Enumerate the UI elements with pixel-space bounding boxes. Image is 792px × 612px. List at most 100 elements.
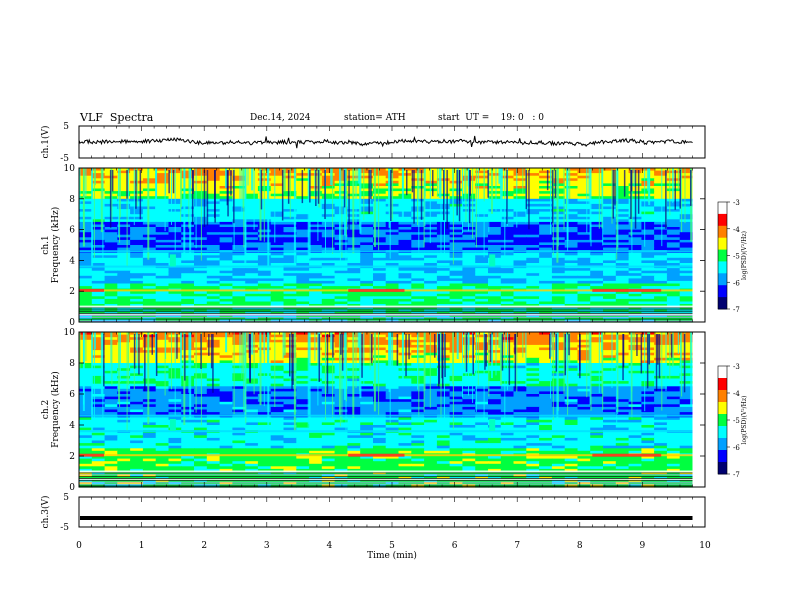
spectro-cell <box>104 396 118 400</box>
spectro-cell <box>462 383 476 387</box>
spectro-cell <box>181 342 195 346</box>
spectro-cell <box>321 273 336 277</box>
spectro-cell <box>334 178 348 182</box>
spectro-cell <box>334 383 348 387</box>
spectro-cell <box>117 203 131 208</box>
spectro-cell <box>398 260 412 264</box>
spectro-cell <box>615 196 630 200</box>
spectro-cell <box>449 425 463 429</box>
spectro-cell <box>194 375 208 380</box>
spectro-cell <box>436 344 451 349</box>
spectro-cell <box>91 419 106 423</box>
spectro-cell <box>436 229 451 233</box>
spectro-cell <box>436 221 451 226</box>
spectro-cell <box>462 221 476 226</box>
spectro-cell <box>666 247 681 251</box>
spectro-cell <box>373 247 387 251</box>
spectro-cell <box>551 309 566 313</box>
spectro-cell <box>142 178 157 182</box>
spectro-cell <box>321 412 336 416</box>
spectro-cell <box>398 301 412 305</box>
spectro-cell <box>321 252 336 256</box>
spectro-cell <box>641 255 655 259</box>
spectro-cell <box>449 214 463 218</box>
spectro-cell <box>526 245 540 249</box>
spectro-cell <box>309 245 323 249</box>
spectro-cell <box>411 255 425 259</box>
spectro-cell <box>666 227 681 231</box>
spectro-cell <box>513 404 527 408</box>
spectro-cell <box>321 298 336 303</box>
spectro-cell <box>334 260 348 264</box>
spectro-cell <box>449 363 463 367</box>
sferic-streak <box>616 168 618 260</box>
spectro-cell <box>513 422 527 426</box>
spectro-cell <box>679 229 694 233</box>
spectro-cell <box>551 260 566 264</box>
spectro-cell <box>130 370 144 374</box>
spectro-cell <box>679 412 694 416</box>
spectro-cell <box>577 373 591 377</box>
spectro-cell <box>603 252 617 256</box>
spectro-cell <box>219 257 233 261</box>
spectro-cell <box>181 214 195 218</box>
spectro-cell <box>321 170 336 174</box>
spectro-cell <box>628 316 642 321</box>
spectro-cell <box>628 394 642 398</box>
spectro-cell <box>654 396 668 400</box>
spectro-cell <box>436 425 451 429</box>
spectro-cell <box>385 280 400 285</box>
spectro-cell <box>424 286 438 290</box>
spectro-cell <box>334 203 348 208</box>
spectro-cell <box>360 375 374 380</box>
spectro-cell <box>398 234 412 238</box>
red-line-segment <box>79 288 104 292</box>
spectro-cell <box>488 275 502 279</box>
spectro-cell <box>91 247 106 251</box>
spectro-cell <box>296 263 310 267</box>
spectro-cell <box>564 268 579 272</box>
spectro-cell <box>539 188 553 192</box>
spectro-cell <box>564 309 579 313</box>
dark-streak <box>317 170 320 204</box>
spectro-cell <box>500 388 515 392</box>
spectro-cell <box>142 203 157 208</box>
spectro-cell <box>666 368 681 372</box>
sferic-streak <box>293 168 296 266</box>
spectro-cell <box>79 412 93 416</box>
spectro-cell <box>321 427 336 431</box>
spectro-cell <box>309 237 323 241</box>
spectro-cell <box>654 232 668 236</box>
spectro-cell <box>219 391 233 395</box>
spectro-cell <box>142 206 157 210</box>
spectro-cell <box>488 201 502 205</box>
spectro-cell <box>513 360 527 364</box>
spectro-cell <box>449 260 463 264</box>
spectro-cell <box>436 257 451 261</box>
sferic-streak <box>602 168 604 246</box>
spectro-cell <box>666 404 681 408</box>
sferic-streak <box>429 168 431 244</box>
spectro-cell <box>91 375 106 380</box>
spectro-cell <box>513 337 527 341</box>
spectro-cell <box>475 363 489 367</box>
spectro-cell <box>500 394 515 398</box>
spectro-cell <box>628 332 642 336</box>
dark-streak <box>301 170 304 204</box>
spectro-cell <box>398 399 412 403</box>
spectro-cell <box>206 280 221 285</box>
spectro-cell <box>219 406 233 411</box>
spectro-cell <box>641 214 655 218</box>
spectro-cell <box>104 278 118 282</box>
spectro-cell <box>462 278 476 282</box>
spectro-cell <box>398 239 412 244</box>
spectro-cell <box>590 209 604 213</box>
spectro-cell <box>603 242 617 246</box>
spectro-cell <box>666 224 681 228</box>
spectro-cell <box>666 375 681 380</box>
sferic-streak <box>467 168 470 187</box>
spectro-cell <box>475 252 489 256</box>
spectro-cell <box>551 409 566 413</box>
spectro-cell <box>181 280 195 285</box>
spectro-cell <box>513 427 527 431</box>
